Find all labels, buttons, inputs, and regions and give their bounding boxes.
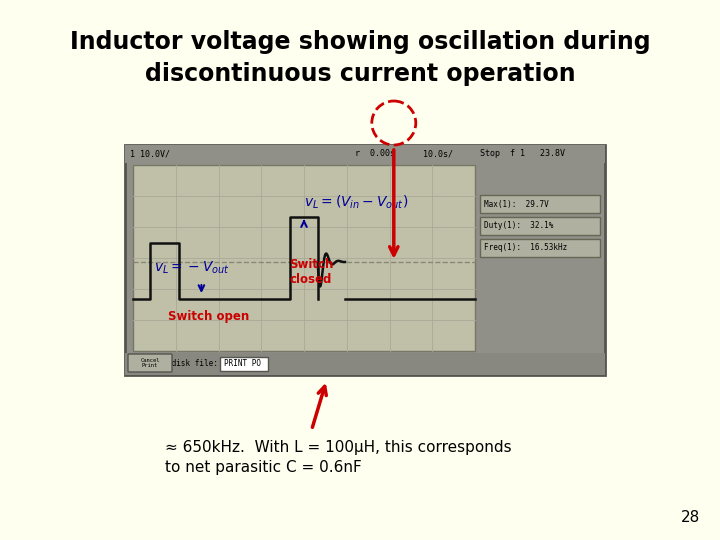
FancyBboxPatch shape (128, 354, 172, 372)
Text: Duty(1):  32.1%: Duty(1): 32.1% (484, 221, 554, 231)
Bar (125, 145, 605, 163)
Text: $v_L = -V_{out}$: $v_L = -V_{out}$ (153, 259, 230, 275)
Text: Stop  f 1   23.8V: Stop f 1 23.8V (480, 150, 565, 159)
Text: Print to disk file:: Print to disk file: (130, 360, 218, 368)
Text: to net parasitic C = 0.6nF: to net parasitic C = 0.6nF (165, 460, 361, 475)
Bar (480, 217, 600, 235)
Text: 28: 28 (680, 510, 700, 525)
Text: Cancel
Print: Cancel Print (140, 357, 160, 368)
Bar (480, 195, 600, 213)
Text: 10.0s/: 10.0s/ (423, 150, 453, 159)
Bar (480, 239, 600, 257)
Bar (125, 353, 605, 375)
Bar (220, 357, 268, 371)
Text: Switch open: Switch open (168, 310, 249, 323)
Text: discontinuous current operation: discontinuous current operation (145, 62, 575, 86)
Bar (125, 145, 605, 375)
Text: ≈ 650kHz.  With L = 100μH, this corresponds: ≈ 650kHz. With L = 100μH, this correspon… (165, 440, 512, 455)
Text: $v_L = (V_{in} - V_{out})$: $v_L = (V_{in} - V_{out})$ (304, 193, 408, 211)
Text: Switch
closed: Switch closed (289, 258, 333, 286)
Text: Freq(1):  16.53kHz: Freq(1): 16.53kHz (484, 244, 567, 253)
Text: Inductor voltage showing oscillation during: Inductor voltage showing oscillation dur… (70, 30, 650, 54)
Text: r  0.00s: r 0.00s (356, 150, 395, 159)
Bar (133, 165, 475, 351)
Text: 1 10.0V/: 1 10.0V/ (130, 150, 170, 159)
Text: Max(1):  29.7V: Max(1): 29.7V (484, 199, 549, 208)
Text: PRINT PO: PRINT PO (224, 360, 261, 368)
